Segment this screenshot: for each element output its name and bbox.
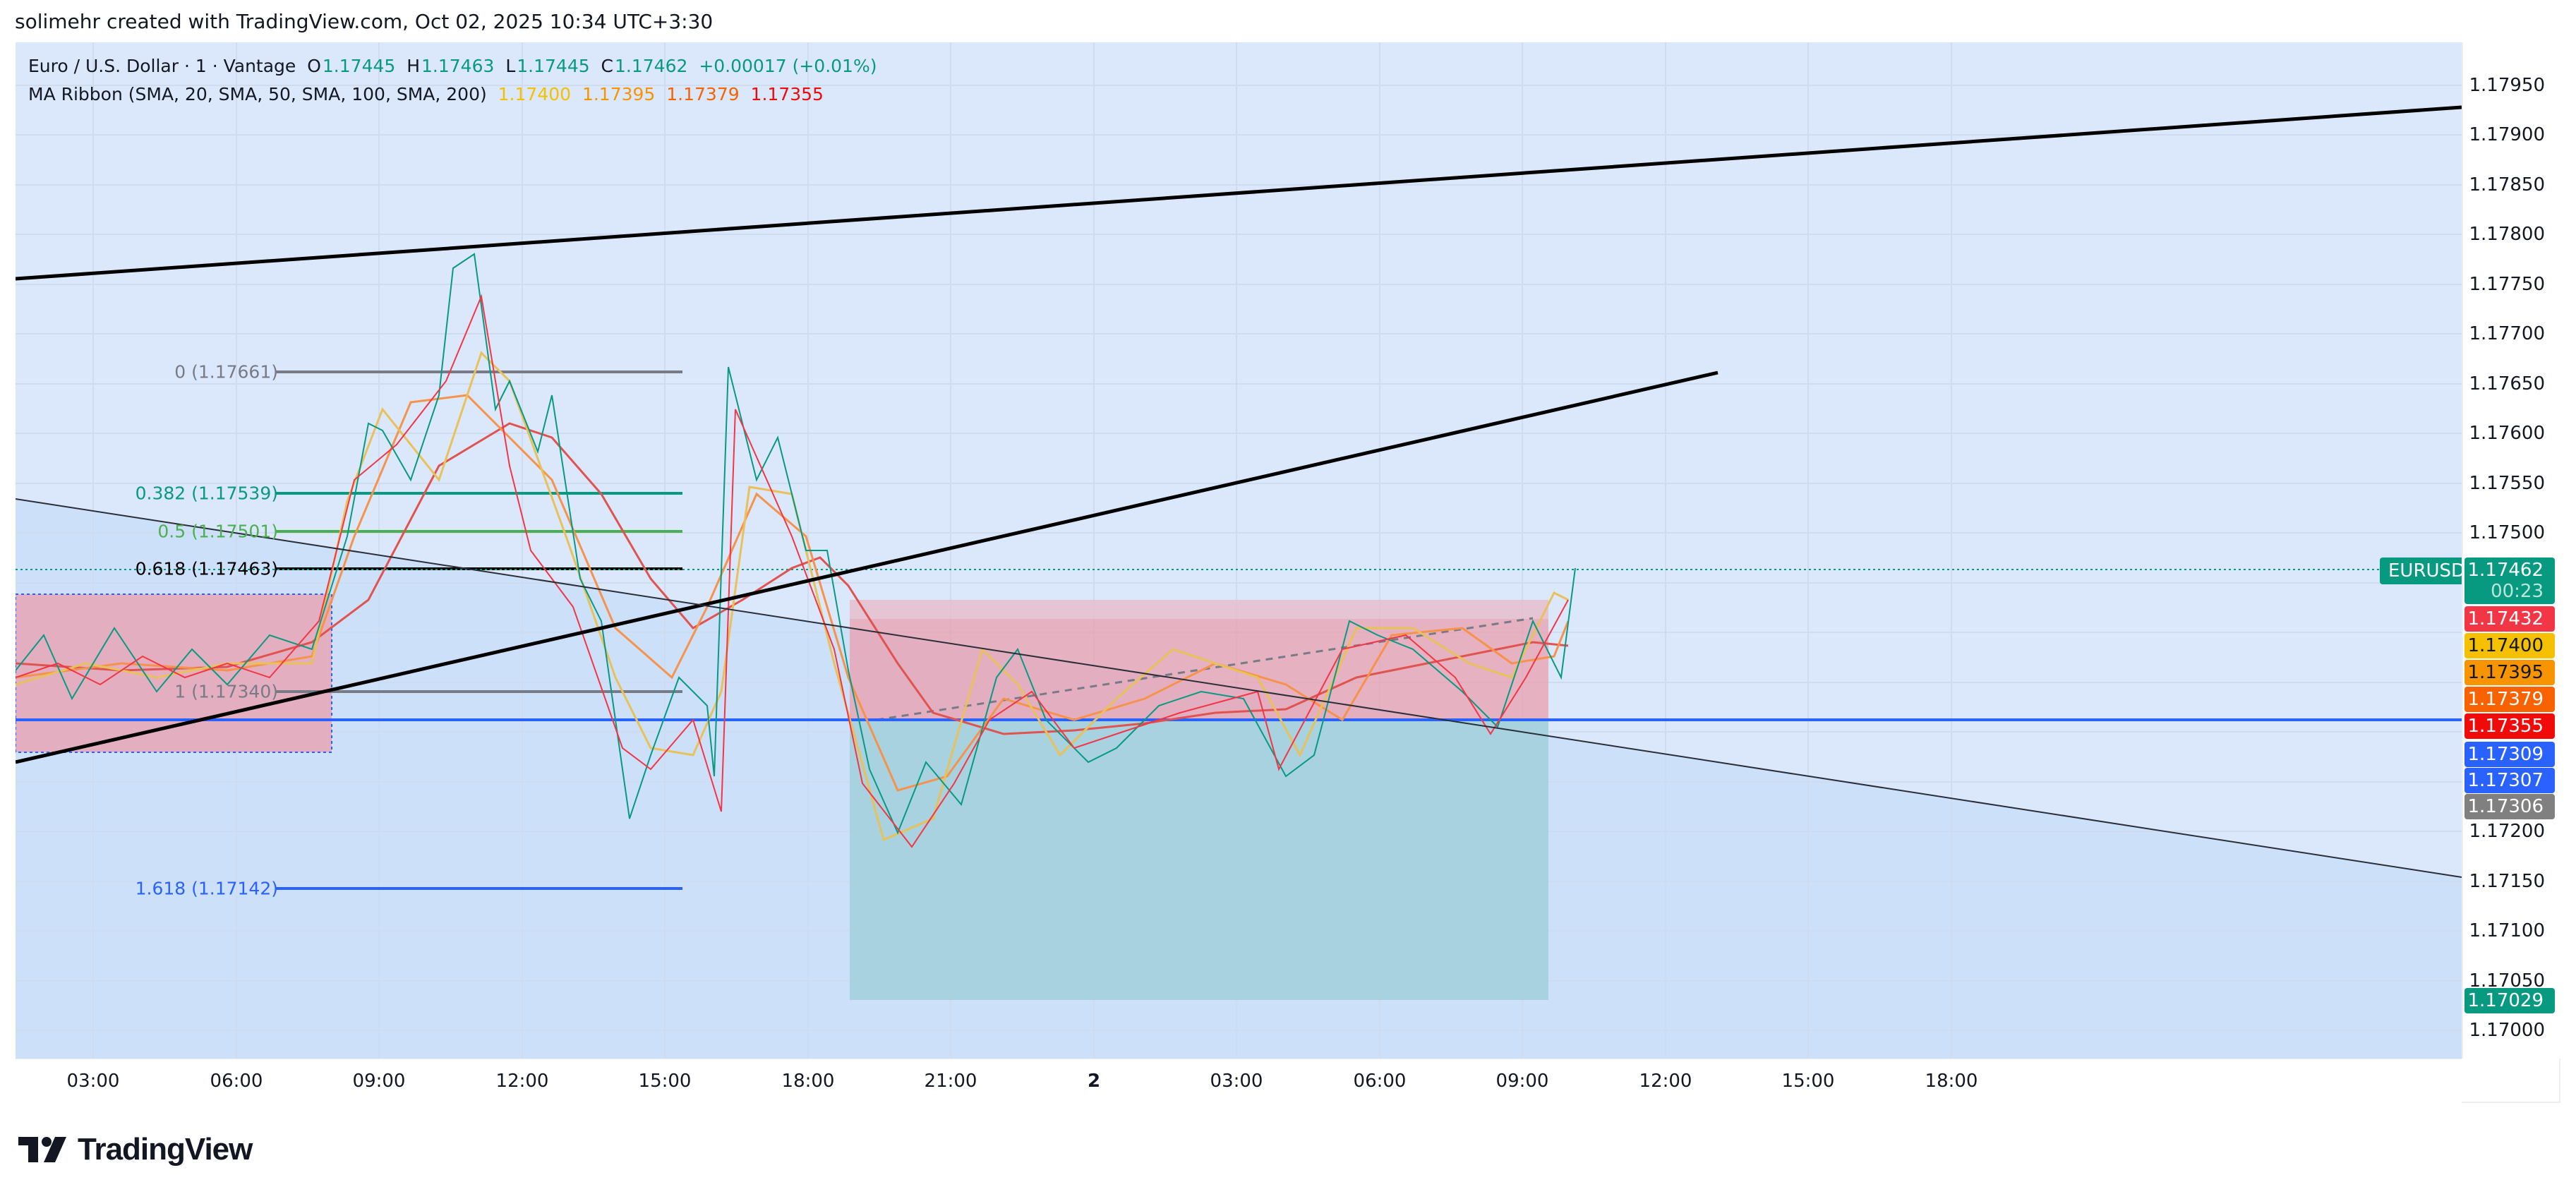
ma100-badge: 1.17379 [2464,687,2555,712]
ma50-value: 1.17395 [582,84,656,104]
attribution-header: solimehr created with TradingView.com, O… [15,10,714,33]
stop-zone-upper [850,600,1548,619]
price-tick: 1.17750 [2469,274,2545,295]
price-axis[interactable]: 1.17950 1.17900 1.17850 1.17800 1.17750 … [2462,42,2562,1059]
ma50-badge: 1.17395 [2464,660,2555,685]
countdown: 00:23 [2491,581,2544,602]
lower-trendline [16,370,1719,764]
last-price-badge: 1.17462 00:23 [2464,558,2555,604]
ma200-value: 1.17355 [750,84,824,104]
time-tick: 15:00 [1781,1071,1835,1092]
price-tick: 1.17100 [2469,920,2545,941]
stop-zone [850,619,1548,720]
price-tick: 1.17150 [2469,871,2545,892]
tradingview-brand: TradingView [78,1132,253,1167]
high-value: 1.17463 [421,56,495,76]
time-tick-day: 2 [1087,1071,1101,1092]
low-value: 1.17445 [517,56,590,76]
open-value: 1.17445 [322,56,396,76]
fib-label-1: 1 (1.17340) [174,681,278,702]
time-tick: 06:00 [1353,1071,1407,1092]
time-axis[interactable]: 03:00 06:00 09:00 12:00 15:00 18:00 21:0… [16,1059,2462,1104]
time-tick: 06:00 [210,1071,263,1092]
time-tick: 03:00 [1210,1071,1263,1092]
price-tick: 1.17650 [2469,373,2545,394]
indicator-name: MA Ribbon (SMA, 20, SMA, 50, SMA, 100, S… [28,84,487,104]
price-tick: 1.17500 [2469,522,2545,543]
entry-price-badge: 1.17307 [2464,768,2555,793]
price-tick: 1.17700 [2469,323,2545,344]
ma100-value: 1.17379 [666,84,740,104]
price-tick: 1.17600 [2469,423,2545,444]
change-value: +0.00017 (+0.01%) [699,56,877,76]
ma20-value: 1.17400 [498,84,572,104]
time-tick: 12:00 [1639,1071,1692,1092]
fib-label-0: 0 (1.17661) [174,361,278,382]
target-zone [850,720,1548,1000]
horizontal-line-badge: 1.17309 [2464,742,2555,767]
fib-label-05: 0.5 (1.17501) [157,521,278,542]
time-tick: 12:00 [495,1071,549,1092]
chart-plot-area[interactable]: Euro / U.S. Dollar · 1 · Vantage O1.1744… [16,42,2462,1059]
time-tick: 09:00 [1495,1071,1549,1092]
time-tick: 18:00 [1925,1071,1978,1092]
fib-label-0618: 0.618 (1.17463) [135,558,278,579]
fib-price-badge: 1.17306 [2464,794,2555,819]
chart-canvas [16,42,2462,1059]
tradingview-logo[interactable]: TradingView [18,1132,253,1167]
ma20-badge: 1.17400 [2464,633,2555,658]
time-tick: 18:00 [781,1071,835,1092]
tradingview-logo-icon [18,1137,66,1162]
symbol-badge: EURUSD [2380,558,2474,584]
symbol-description: Euro / U.S. Dollar · 1 · Vantage [28,56,296,76]
symbol-row[interactable]: Euro / U.S. Dollar · 1 · Vantage O1.1744… [28,56,877,76]
time-tick: 21:00 [924,1071,977,1092]
price-tick: 1.17200 [2469,821,2545,842]
price-tick: 1.17900 [2469,124,2545,145]
stop-price-badge: 1.17432 [2464,606,2555,632]
time-tick: 09:00 [352,1071,406,1092]
price-tick: 1.17000 [2469,1020,2545,1041]
ma200-badge: 1.17355 [2464,713,2555,739]
price-tick: 1.17800 [2469,224,2545,245]
indicator-row[interactable]: MA Ribbon (SMA, 20, SMA, 50, SMA, 100, S… [28,80,877,109]
upper-trendline [16,105,2462,281]
fib-label-0382: 0.382 (1.17539) [135,483,278,504]
time-tick: 15:00 [638,1071,692,1092]
chart-legend: Euro / U.S. Dollar · 1 · Vantage O1.1744… [28,52,877,109]
price-tick: 1.17950 [2469,75,2545,96]
price-tick: 1.17550 [2469,473,2545,494]
close-value: 1.17462 [615,56,688,76]
price-tick: 1.17850 [2469,174,2545,195]
falling-trendline [16,498,2462,878]
target-price-badge: 1.17029 [2464,988,2555,1013]
fib-label-1618: 1.618 (1.17142) [135,878,278,899]
time-tick: 03:00 [66,1071,120,1092]
